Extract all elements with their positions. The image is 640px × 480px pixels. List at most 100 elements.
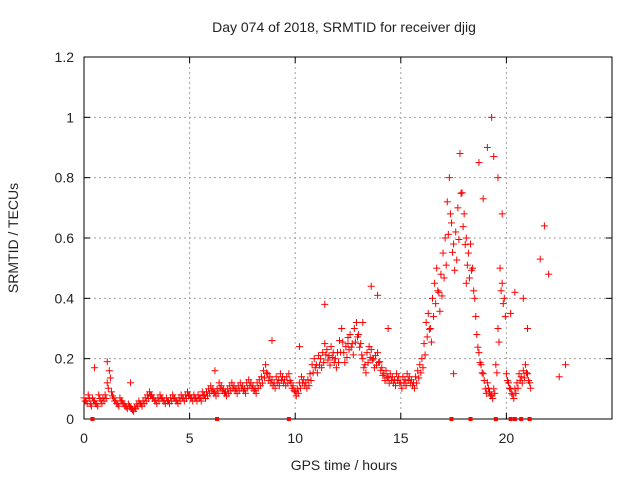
data-point	[126, 379, 134, 387]
data-point	[378, 364, 386, 372]
data-point	[454, 204, 462, 212]
data-point	[376, 358, 384, 366]
data-point	[524, 325, 532, 332]
data-point	[321, 340, 329, 348]
data-point	[338, 325, 346, 332]
data-point	[349, 351, 357, 359]
data-point	[102, 394, 110, 402]
gap-marker	[215, 417, 220, 421]
data-point	[289, 382, 297, 390]
data-point	[213, 385, 221, 393]
data-point	[471, 294, 479, 302]
data-point	[332, 364, 340, 372]
data-point	[488, 391, 496, 399]
data-point	[501, 312, 509, 320]
data-point	[479, 195, 487, 203]
data-point	[510, 394, 518, 402]
data-point	[441, 234, 449, 242]
y-tick-label: 0.4	[55, 290, 75, 306]
data-point	[524, 370, 532, 378]
data-point	[106, 374, 114, 382]
data-point	[358, 351, 366, 359]
data-point	[506, 384, 514, 392]
data-point	[331, 355, 339, 363]
data-point	[252, 389, 260, 397]
data-point	[447, 219, 455, 227]
axis-ticks	[83, 56, 612, 420]
data-point	[474, 343, 482, 351]
data-point	[211, 367, 219, 375]
data-point	[103, 358, 111, 366]
data-point	[401, 376, 409, 384]
data-point	[95, 391, 103, 399]
data-point	[446, 210, 454, 218]
data-point	[340, 349, 348, 357]
data-point	[483, 144, 491, 151]
data-point	[419, 364, 427, 372]
data-point	[496, 264, 504, 272]
gap-marker	[286, 417, 291, 421]
data-point	[428, 294, 436, 302]
data-point	[368, 356, 376, 364]
data-point	[463, 261, 471, 269]
data-point	[328, 353, 336, 361]
data-point	[443, 198, 451, 206]
data-point	[197, 397, 205, 405]
data-point	[449, 248, 457, 256]
data-point	[438, 292, 446, 300]
data-point	[85, 394, 93, 402]
data-point	[475, 349, 483, 357]
gap-marker	[527, 417, 532, 421]
data-point	[490, 385, 498, 393]
data-point	[472, 312, 480, 320]
data-point	[462, 234, 470, 242]
data-point	[390, 376, 398, 384]
data-point	[94, 402, 102, 410]
y-tick-label: 0.6	[55, 230, 75, 246]
data-point	[494, 174, 502, 182]
gap-marker	[90, 417, 95, 421]
data-point	[491, 389, 499, 397]
plot-frame	[83, 56, 613, 420]
data-point	[545, 270, 553, 278]
data-point	[363, 349, 371, 357]
x-tick-label: 5	[186, 430, 194, 446]
data-point	[509, 391, 517, 399]
data-point	[293, 385, 301, 393]
data-point	[258, 379, 266, 387]
data-point	[275, 382, 283, 390]
data-point	[339, 338, 347, 346]
data-point	[517, 373, 525, 381]
data-point	[498, 279, 506, 287]
y-tick-label: 0.2	[55, 351, 75, 367]
data-point	[522, 369, 530, 377]
data-point	[360, 364, 368, 372]
data-point	[344, 340, 352, 348]
data-point	[285, 370, 293, 378]
y-tick-label: 1	[66, 109, 74, 125]
data-point	[497, 287, 505, 295]
data-point	[271, 384, 279, 392]
data-point	[500, 294, 508, 302]
data-point	[520, 374, 528, 382]
data-point	[425, 325, 433, 333]
data-point	[257, 373, 265, 381]
data-point	[488, 113, 496, 121]
data-point	[415, 374, 423, 382]
data-point	[343, 353, 351, 361]
data-point	[477, 361, 485, 369]
data-point	[87, 402, 95, 410]
data-point	[263, 369, 271, 377]
data-point	[493, 369, 501, 377]
data-point	[364, 359, 372, 367]
data-point	[107, 388, 115, 396]
data-point	[437, 270, 445, 278]
data-point	[519, 294, 527, 302]
data-point	[436, 307, 444, 315]
data-point	[460, 210, 468, 218]
gap-marker	[468, 417, 473, 421]
data-point	[115, 402, 123, 410]
data-point	[432, 300, 440, 308]
y-tick-label: 0.8	[55, 170, 75, 186]
data-point	[355, 331, 363, 339]
